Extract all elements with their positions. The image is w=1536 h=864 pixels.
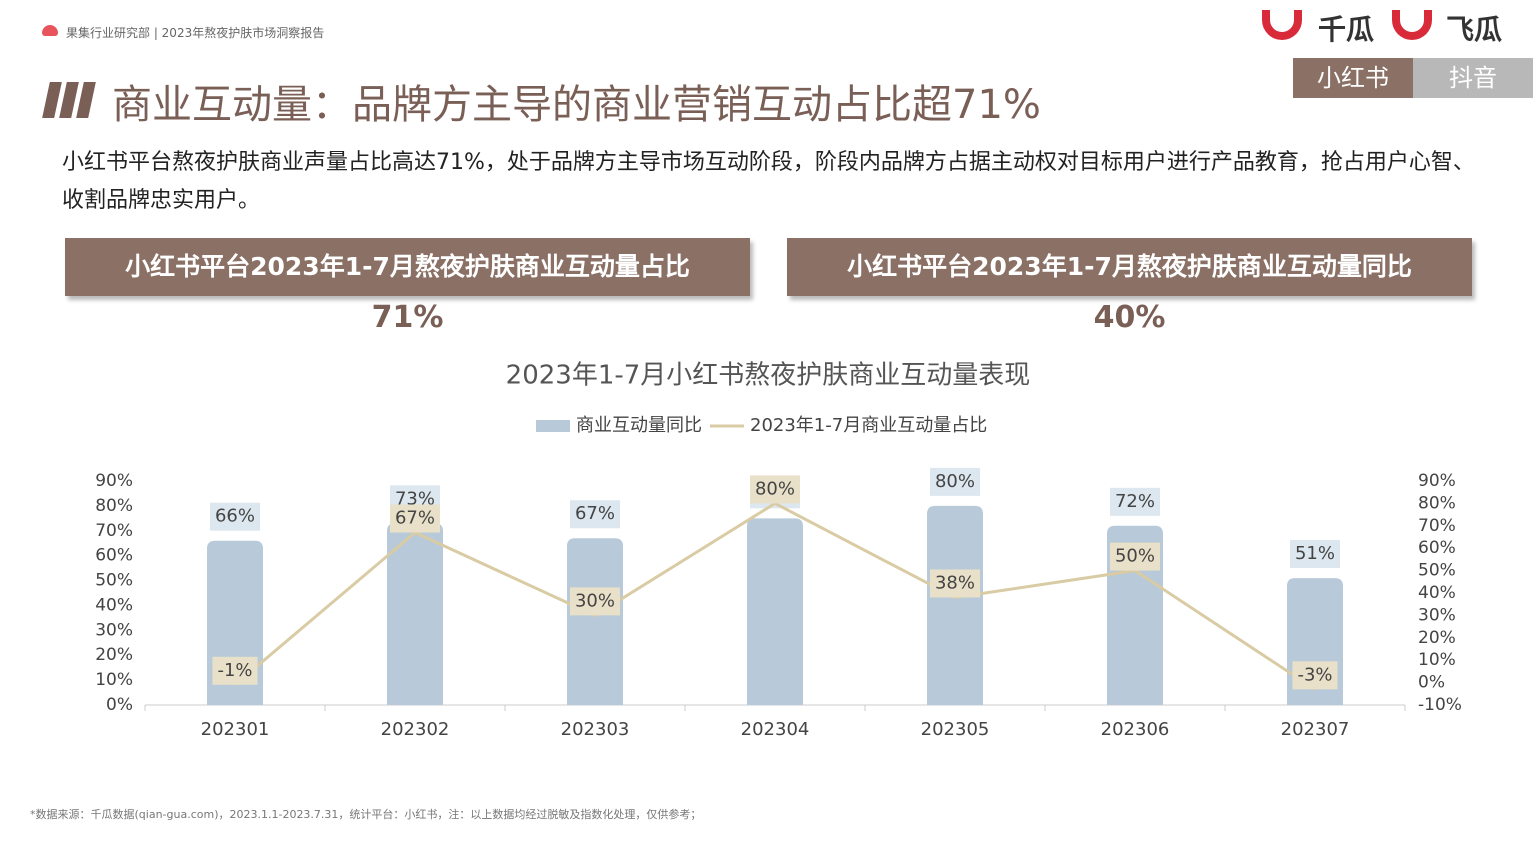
- data-label-bg: [1109, 487, 1161, 516]
- card-heading: 小红书平台2023年1-7月熬夜护肤商业互动量占比: [65, 238, 750, 296]
- y-tick-label: 10%: [95, 670, 133, 690]
- chart-title: 2023年1-7月小红书熬夜护肤商业互动量表现: [506, 361, 1031, 391]
- y2-tick-label: 50%: [1418, 561, 1456, 581]
- y-tick-label: 50%: [95, 571, 133, 591]
- logo-text: 飞瓜: [1446, 13, 1503, 46]
- data-label-bg: [929, 569, 981, 598]
- bar: [387, 523, 443, 705]
- footnote: *数据来源：千瓜数据(qian-gua.com)，2023.1.1-2023.7…: [30, 808, 702, 821]
- y-tick-label: 40%: [95, 595, 133, 615]
- x-tick-label: 202307: [1281, 719, 1350, 740]
- page-title: 商业互动量：品牌方主导的商业营销互动占比超71%: [112, 82, 1041, 128]
- data-label: 67%: [575, 503, 615, 524]
- data-label: 30%: [575, 590, 615, 611]
- legend-label: 2023年1-7月商业互动量占比: [750, 415, 987, 436]
- data-label-bg: [569, 587, 621, 616]
- y2-tick-label: 60%: [1418, 538, 1456, 558]
- bar: [927, 505, 983, 705]
- y2-tick-label: 40%: [1418, 583, 1456, 603]
- y2-tick-label: 20%: [1418, 628, 1456, 648]
- data-label: 66%: [215, 506, 255, 527]
- data-label-bg: [1109, 542, 1161, 571]
- data-label: -3%: [1297, 664, 1332, 685]
- data-label-bg: [1289, 540, 1341, 569]
- data-label-bg: [749, 475, 801, 504]
- data-label: 38%: [935, 572, 975, 593]
- bar: [747, 518, 803, 705]
- data-label: 80%: [935, 471, 975, 492]
- x-tick-label: 202304: [741, 719, 810, 740]
- data-label: 67%: [395, 508, 435, 529]
- y2-tick-label: 30%: [1418, 605, 1456, 625]
- y-tick-label: 80%: [95, 496, 133, 516]
- summary: 小红书平台熬夜护肤商业声量占比高达71%，处于品牌方主导市场互动阶段，阶段内品牌…: [62, 150, 1475, 213]
- y-tick-label: 20%: [95, 645, 133, 665]
- report-source: 果集行业研究部 | 2023年熬夜护肤市场洞察报告: [66, 26, 325, 40]
- x-tick-label: 202306: [1101, 719, 1170, 740]
- legend-label: 商业互动量同比: [576, 415, 702, 436]
- legend-swatch: [536, 420, 570, 432]
- data-label: -1%: [217, 660, 252, 681]
- data-label: 50%: [1115, 546, 1155, 567]
- data-label-bg: [209, 502, 261, 531]
- data-label-bg: [1292, 661, 1338, 690]
- y-tick-label: 30%: [95, 620, 133, 640]
- y2-tick-label: 90%: [1418, 471, 1456, 491]
- data-label-bg: [929, 467, 981, 496]
- logo-icon: [1262, 10, 1302, 40]
- data-label: 72%: [1115, 491, 1155, 512]
- card-value: 40%: [1093, 300, 1166, 335]
- logo-text: 千瓜: [1318, 13, 1375, 46]
- x-tick-label: 202301: [201, 719, 270, 740]
- card-value: 71%: [371, 300, 444, 335]
- y-tick-label: 70%: [95, 521, 133, 541]
- tab-active[interactable]: 小红书: [1293, 58, 1413, 98]
- tab[interactable]: 抖音: [1413, 58, 1533, 98]
- x-tick-label: 202305: [921, 719, 990, 740]
- logo-icon: [1392, 10, 1432, 40]
- y-tick-label: 60%: [95, 546, 133, 566]
- y2-tick-label: 70%: [1418, 516, 1456, 536]
- bar: [567, 538, 623, 705]
- card-heading: 小红书平台2023年1-7月熬夜护肤商业互动量同比: [787, 238, 1472, 296]
- data-label-bg: [212, 656, 258, 685]
- data-label-bg: [389, 504, 441, 533]
- y2-tick-label: 10%: [1418, 650, 1456, 670]
- data-label: 51%: [1295, 543, 1335, 564]
- data-label: 80%: [755, 478, 795, 499]
- data-label: 73%: [395, 488, 435, 509]
- y-tick-label: 0%: [106, 695, 133, 715]
- x-tick-label: 202302: [381, 719, 450, 740]
- brand-icon: [42, 25, 58, 36]
- y-tick-label: 90%: [95, 471, 133, 491]
- data-label-bg: [569, 500, 621, 529]
- y2-tick-label: 80%: [1418, 493, 1456, 513]
- y2-tick-label: -10%: [1418, 695, 1462, 715]
- y2-tick-label: 0%: [1418, 673, 1445, 693]
- x-tick-label: 202303: [561, 719, 630, 740]
